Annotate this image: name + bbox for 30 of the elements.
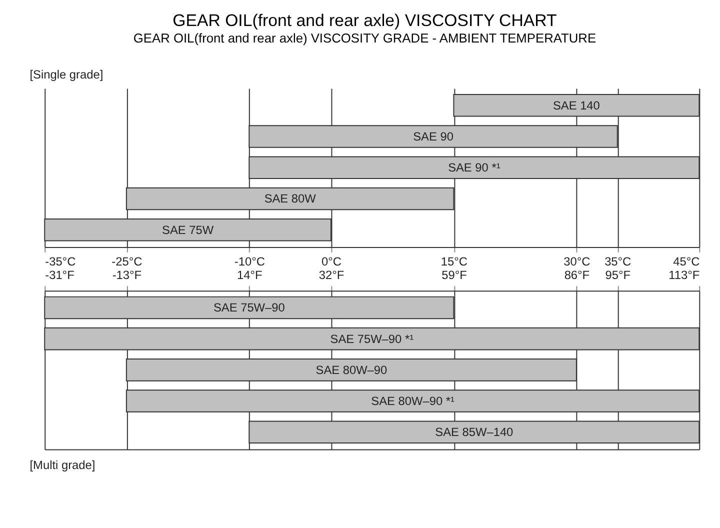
data-label: SAE 75W–90 xyxy=(213,300,286,315)
x2-tick-label: 86°F xyxy=(564,268,590,282)
x-tick-label: 35°C xyxy=(604,254,632,268)
data-label: SAE 90 xyxy=(413,129,454,144)
x2-tick-label: 95°F xyxy=(605,268,630,282)
x-tick-label: -35°C xyxy=(45,254,76,268)
x-tick-label: 0°C xyxy=(322,254,342,268)
text: [Multi grade] xyxy=(30,458,96,472)
chart-subtitle: GEAR OIL(front and rear axle) VISCOSITY GRADE - AMBIENT TEMPERATURE xyxy=(133,30,596,46)
x2-tick-label: -13°F xyxy=(112,268,142,282)
x2-tick-label: 14°F xyxy=(237,268,262,282)
x-tick-label: -10°C xyxy=(234,254,266,268)
data-label: SAE 80W–90 xyxy=(316,362,388,377)
x-tick-label: 45°C xyxy=(673,254,700,268)
data-label: SAE 85W–140 xyxy=(435,425,514,440)
x-tick-label: 30°C xyxy=(564,254,591,268)
data-label: SAE 75W xyxy=(162,222,214,237)
x2-tick-label: 113°F xyxy=(668,268,700,282)
x2-tick-label: -31°F xyxy=(45,268,74,282)
x2-tick-label: 32°F xyxy=(318,268,344,282)
data-label: SAE 90 *¹ xyxy=(448,160,500,175)
x2-tick-label: 59°F xyxy=(442,268,467,282)
data-label: SAE 75W–90 *¹ xyxy=(330,332,414,346)
x-tick-label: -25°C xyxy=(112,254,143,268)
x-tick-label: 15°C xyxy=(440,254,468,268)
data-label: SAE 80W xyxy=(264,192,317,206)
chart-title: GEAR OIL(front and rear axle) VISCOSITY CHART xyxy=(172,10,557,30)
text: [Single grade] xyxy=(30,67,104,82)
data-label: SAE 80W–90 *¹ xyxy=(371,394,454,408)
data-label: SAE 140 xyxy=(552,98,600,112)
